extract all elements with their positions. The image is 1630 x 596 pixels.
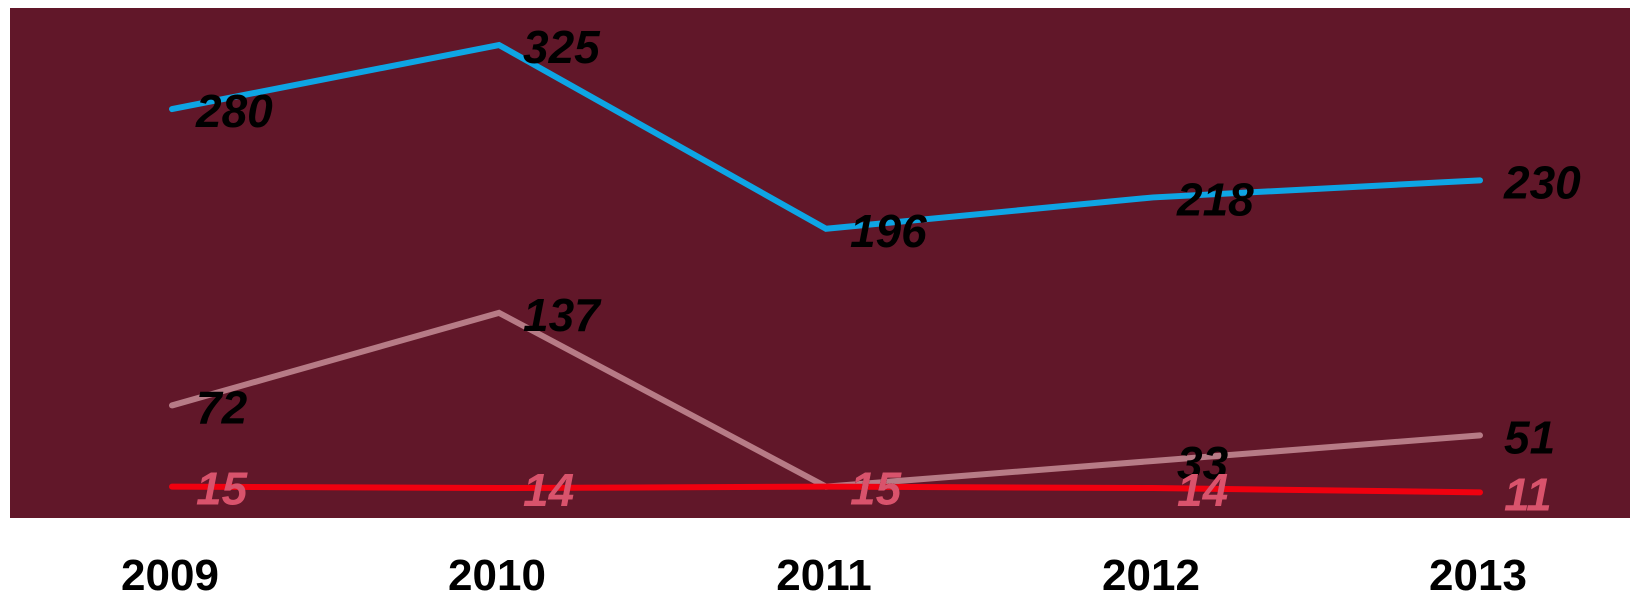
series-1-data-label: 218 [1176, 173, 1254, 225]
plot-area [10, 8, 1630, 518]
series-1-data-label: 196 [850, 205, 927, 257]
series-2-data-label: 72 [196, 381, 248, 433]
x-tick-label: 2009 [121, 551, 219, 596]
x-tick-label: 2011 [776, 551, 871, 596]
series-layer [169, 41, 1483, 496]
series-1-data-label: 325 [523, 21, 601, 73]
series-3-data-label: 11 [1504, 468, 1552, 520]
series-2-data-label: 33 [1177, 437, 1229, 489]
series-3-line [169, 483, 1483, 496]
series-1-line [169, 41, 1483, 232]
series-2-data-label: 15 [850, 463, 903, 515]
series-3-data-label: 14 [1177, 464, 1228, 516]
x-tick-label: 2013 [1429, 551, 1527, 596]
x-tick-label: 2012 [1102, 551, 1200, 596]
series-3-data-label: 14 [523, 464, 574, 516]
series-1-data-label: 280 [195, 85, 273, 137]
x-tick-label: 2010 [448, 551, 546, 596]
series-2-data-label: 137 [523, 289, 602, 341]
series-3-data-label: 15 [850, 463, 903, 515]
series-3-data-label: 15 [196, 463, 249, 515]
series-2-data-label: 51 [1504, 411, 1555, 463]
series-1-data-label: 230 [1503, 156, 1581, 208]
x-axis: 2009 2010 2011 2012 2013 [121, 551, 1527, 596]
